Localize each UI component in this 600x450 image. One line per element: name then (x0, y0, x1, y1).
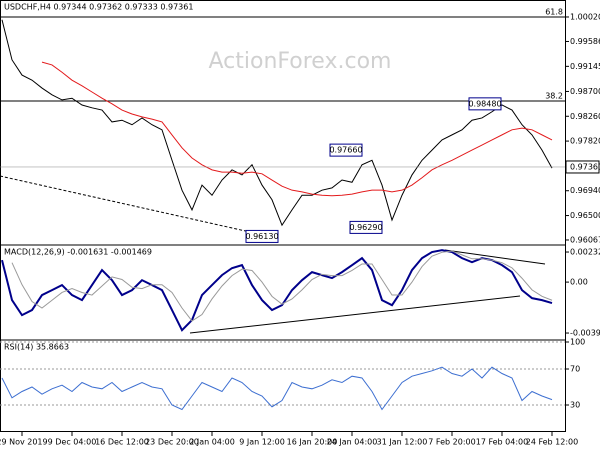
annotation: 0.97660 (329, 146, 362, 155)
y-tick-label: 0.99145 (570, 62, 600, 71)
panel-title: RSI(14) 35.8663 (4, 343, 69, 352)
annotation: 0.96130 (245, 232, 278, 241)
series-line (11, 250, 553, 322)
x-tick-label: 9 Jan 12:00 (239, 438, 285, 447)
fib-label: 38.2 (545, 91, 563, 100)
fib-label: 61.8 (545, 7, 563, 16)
series-line (1, 366, 553, 411)
y-tick-label: 0.98260 (570, 112, 600, 121)
annotation: 0.96290 (349, 223, 382, 232)
x-tick-label: 16 Dec 12:00 (95, 438, 149, 447)
x-tick-label: 24 Jan 04:00 (327, 438, 378, 447)
x-tick-label: 24 Feb 12:00 (526, 438, 578, 447)
trend-line (444, 249, 546, 265)
annotation: 0.98480 (468, 99, 501, 108)
x-tick-label: 17 Feb 04:00 (476, 438, 528, 447)
series-line (1, 249, 553, 332)
y-tick-label: 1.00020 (570, 12, 600, 21)
last-price-box (565, 160, 600, 174)
panel-title: USDCHF,H4 0.97344 0.97362 0.97333 0.9736… (4, 3, 193, 12)
annotation-box (349, 220, 383, 234)
plot-frame (0, 0, 566, 432)
y-tick-label: 0.96500 (570, 211, 600, 220)
trend-line (189, 295, 521, 334)
y-tick-label: 100 (570, 338, 585, 347)
y-tick-label: 0.00 (570, 278, 588, 287)
annotation-box (468, 97, 502, 111)
watermark: ActionForex.com (209, 49, 392, 74)
trend-line (0, 175, 251, 233)
y-tick-label: 0.002322 (570, 248, 600, 257)
x-tick-label: 29 Nov 2019 (0, 438, 48, 447)
series-line (1, 19, 553, 227)
series-line (41, 61, 553, 197)
x-tick-label: 16 Jan 20:00 (287, 438, 338, 447)
y-tick-label: 0.97820 (570, 137, 600, 146)
y-tick-label: 0.96940 (570, 186, 600, 195)
x-tick-label: 23 Dec 20:00 (145, 438, 199, 447)
x-tick-label: 2 Jan 04:00 (189, 438, 235, 447)
panel-title: MACD(12,26,9) -0.001631 -0.001469 (4, 248, 152, 257)
y-tick-label: 0.99586 (570, 37, 600, 46)
y-tick-label: 0.98700 (570, 87, 600, 96)
y-tick-label: -0.003932 (570, 329, 600, 338)
annotation-box (329, 143, 363, 157)
y-tick-label: 70 (570, 365, 580, 374)
x-tick-label: 7 Feb 20:00 (428, 438, 475, 447)
last-price-label: 0.97361 (570, 162, 600, 171)
y-tick-label: 30 (570, 401, 580, 410)
annotation-box (245, 229, 279, 243)
y-tick-label: 0.96067 (570, 235, 600, 244)
x-tick-label: 31 Jan 12:00 (377, 438, 428, 447)
x-tick-label: 9 Dec 04:00 (48, 438, 97, 447)
